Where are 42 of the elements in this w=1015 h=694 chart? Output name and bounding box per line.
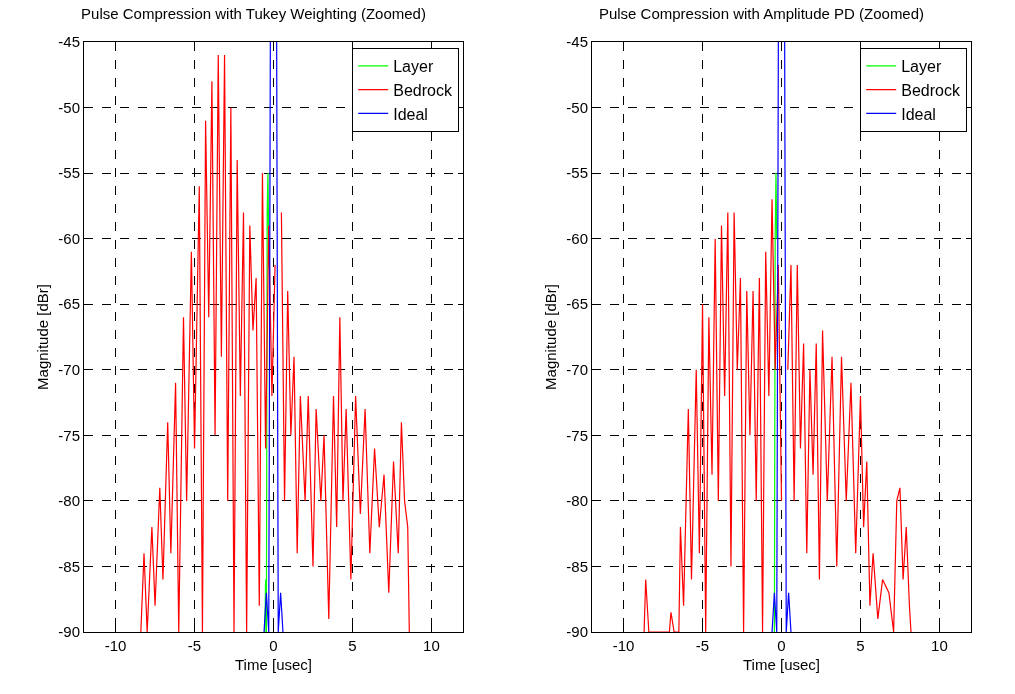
- legend-label: Ideal: [901, 105, 936, 123]
- x-tick-label: -10: [612, 637, 635, 654]
- y-tick-label: -55: [58, 164, 80, 182]
- x-tick-label: -5: [187, 637, 202, 654]
- y-tick-label: -60: [566, 229, 588, 247]
- chart-title: Pulse Compression with Tukey Weighting (Zoomed): [81, 4, 426, 22]
- legend-label: Layer: [901, 58, 942, 76]
- x-axis-title: Time [usec]: [743, 656, 820, 673]
- y-tick-label: -65: [58, 295, 80, 313]
- x-tick-label: 0: [269, 637, 278, 654]
- x-tick-label: 10: [931, 637, 948, 654]
- y-tick-label: -85: [58, 557, 80, 575]
- chart-title: Pulse Compression with Amplitude PD (Zoomed): [598, 4, 925, 22]
- x-tick-label: -10: [104, 637, 127, 654]
- y-tick-label: -45: [58, 33, 80, 51]
- legend-label: Bedrock: [901, 81, 961, 99]
- legend-label: Ideal: [393, 105, 428, 123]
- y-tick-label: -80: [566, 492, 588, 510]
- y-axis-title: Magnitude [dBr]: [541, 284, 559, 390]
- y-tick-label: -55: [566, 164, 588, 182]
- y-tick-label: -90: [58, 623, 80, 641]
- y-tick-label: -50: [566, 98, 588, 116]
- x-tick-label: 10: [423, 637, 440, 654]
- y-tick-label: -85: [566, 557, 588, 575]
- y-tick-label: -65: [566, 295, 588, 313]
- x-tick-label: 5: [856, 637, 865, 654]
- x-axis-title: Time [usec]: [235, 656, 312, 673]
- y-tick-label: -50: [58, 98, 80, 116]
- legend-label: Layer: [393, 58, 434, 76]
- y-tick-label: -75: [58, 426, 80, 444]
- x-tick-label: 0: [777, 637, 786, 654]
- y-tick-label: -75: [566, 426, 588, 444]
- y-tick-label: -70: [58, 361, 80, 379]
- y-tick-label: -60: [58, 229, 80, 247]
- y-axis-title: Magnitude [dBr]: [33, 284, 51, 390]
- y-tick-label: -45: [566, 33, 588, 51]
- y-tick-label: -70: [566, 361, 588, 379]
- legend-label: Bedrock: [393, 81, 453, 99]
- x-tick-label: 5: [348, 637, 357, 654]
- x-tick-label: -5: [695, 637, 710, 654]
- y-tick-label: -80: [58, 492, 80, 510]
- y-tick-label: -90: [566, 623, 588, 641]
